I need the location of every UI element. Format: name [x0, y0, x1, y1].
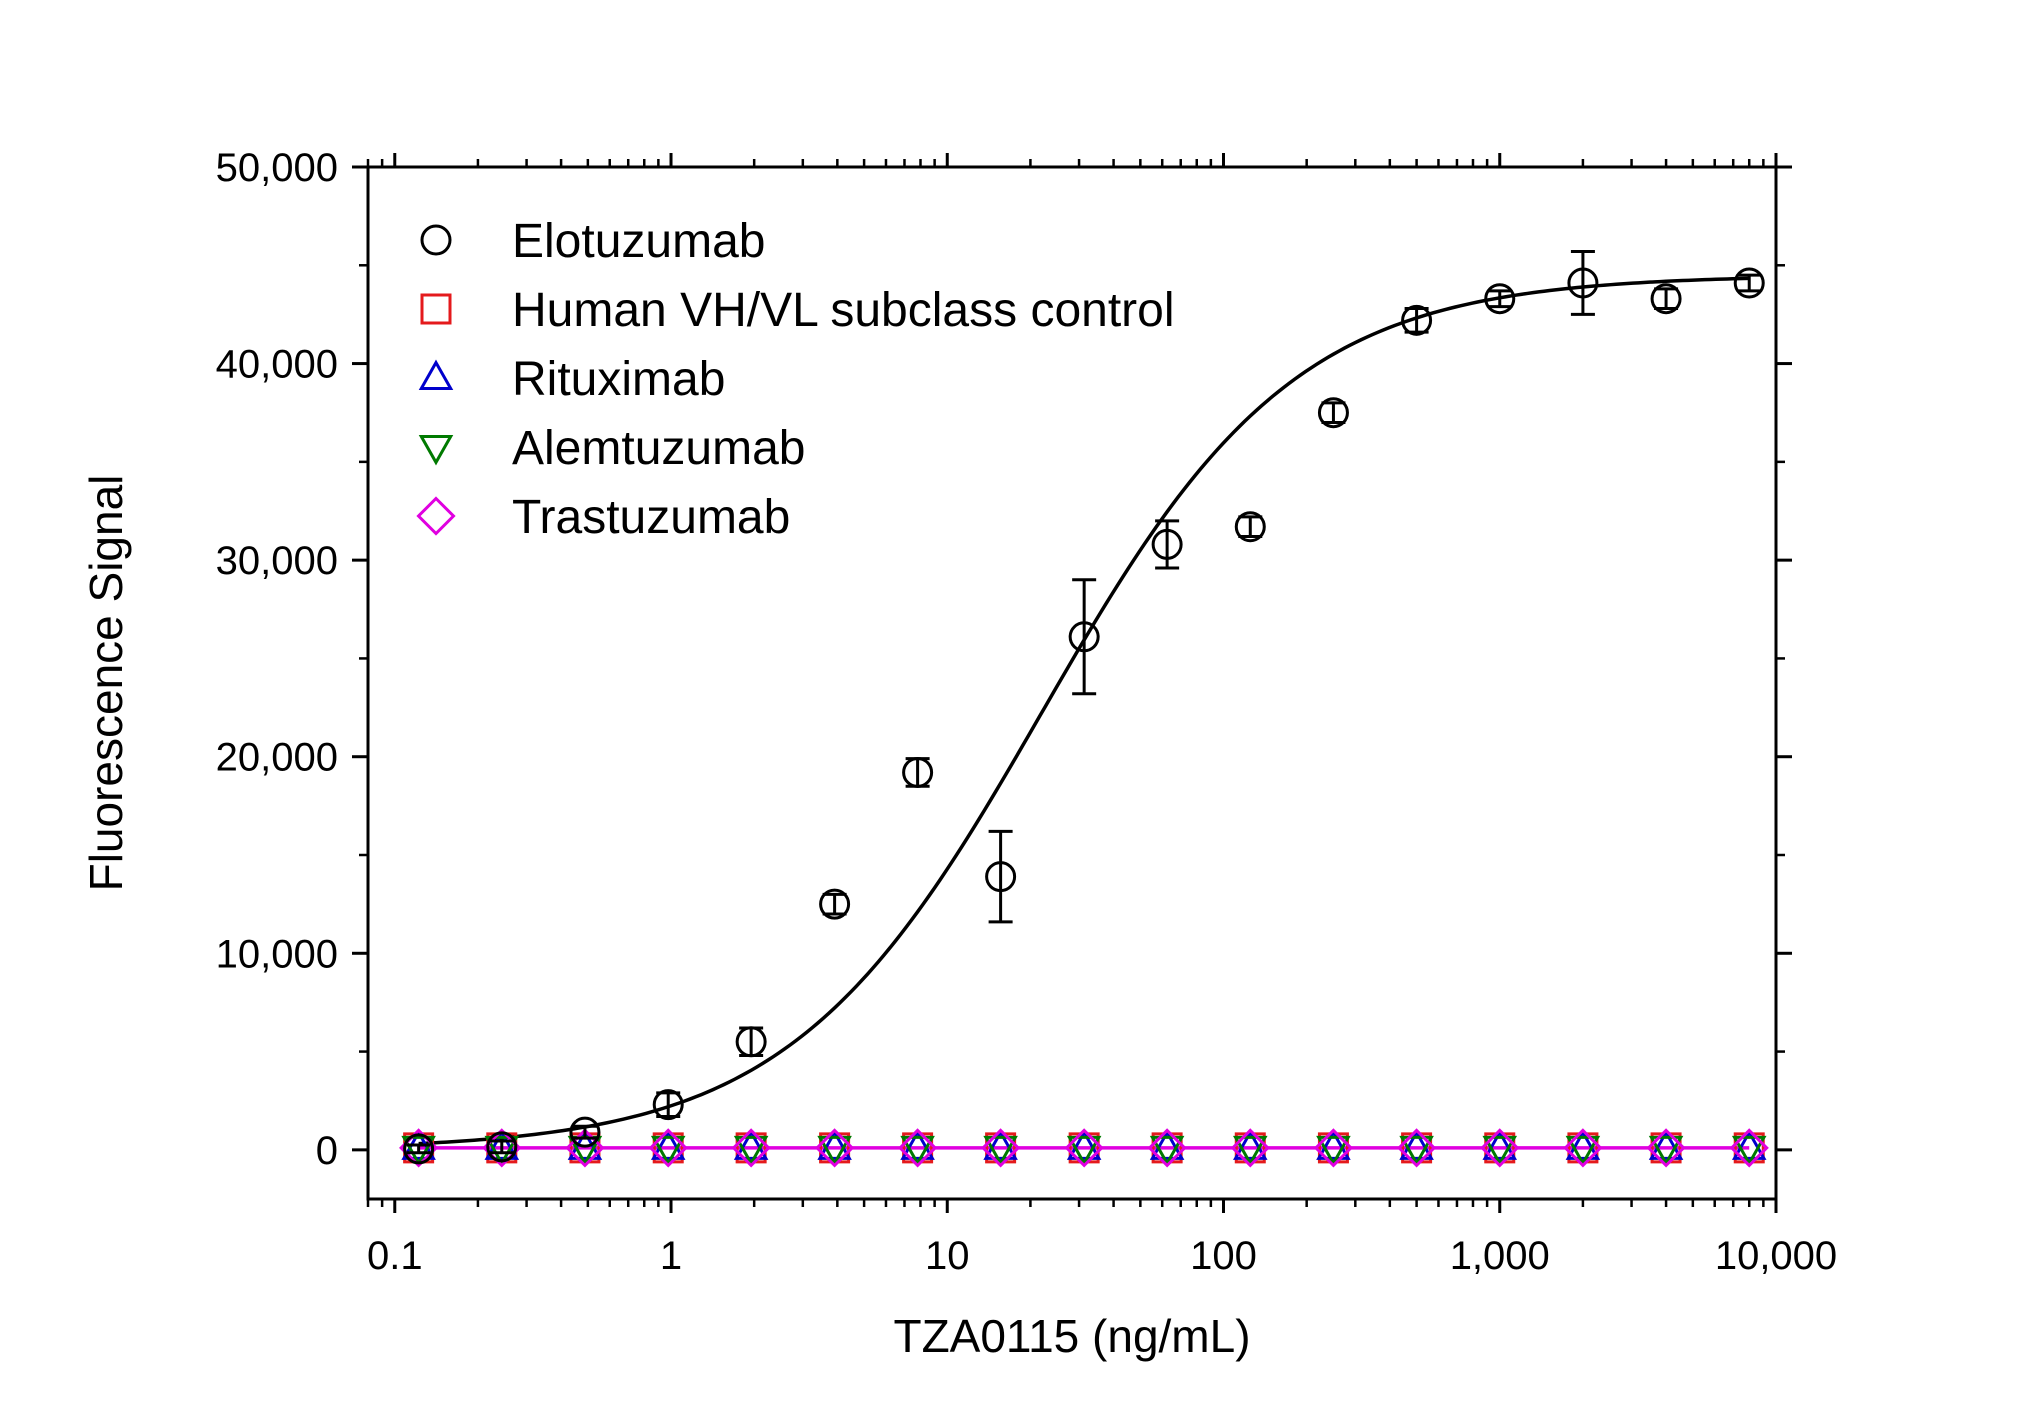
point-alemtuzumab [1316, 1135, 1351, 1167]
point-rituximab [1731, 1129, 1767, 1160]
point-elotuzumab [652, 1089, 684, 1121]
point-elotuzumab [819, 888, 851, 920]
point-alemtuzumab [1233, 1135, 1268, 1167]
legend-label-alemtuzumab: Alemtuzumab [512, 422, 805, 475]
point-rituximab [1149, 1129, 1185, 1160]
axis-ticks: 0.1 1 10 100 1,000 10,000 0 10,000 20,000 30,000 4… [216, 146, 1838, 1278]
point-trastuzumab [814, 1128, 855, 1168]
point-rituximab [1066, 1129, 1102, 1160]
legend-label-elotuzumab: Elotuzumab [512, 215, 765, 268]
point-elotuzumab [1317, 397, 1349, 429]
point-trastuzumab [1064, 1128, 1104, 1168]
point-elotuzumab [902, 756, 934, 788]
y-axis-title: Fluorescence Signal [80, 475, 132, 892]
point-rituximab [733, 1129, 769, 1160]
point-rituximab [1399, 1129, 1434, 1160]
point-alemtuzumab [1565, 1135, 1601, 1167]
point-alemtuzumab [900, 1135, 935, 1167]
point-trastuzumab [1313, 1128, 1354, 1168]
point-alemtuzumab [650, 1135, 686, 1167]
point-elotuzumab [1151, 528, 1183, 560]
point-rituximab [1233, 1129, 1268, 1160]
legend-marker-rituximab [418, 359, 454, 390]
legend-label-human-vh-vl-subclass-control: Human VH/VL subclass control [512, 284, 1175, 337]
point-trastuzumab [1563, 1128, 1603, 1168]
point-trastuzumab [1480, 1128, 1520, 1168]
point-alemtuzumab [1399, 1135, 1434, 1167]
x-tick-label: 10 [925, 1234, 970, 1278]
fit-curves [418, 276, 1750, 1150]
point-alemtuzumab [484, 1135, 520, 1167]
point-elotuzumab [985, 861, 1017, 893]
point-elotuzumab [1733, 267, 1765, 299]
x-tick-label: 10,000 [1715, 1234, 1837, 1278]
point-elotuzumab [1484, 283, 1516, 315]
fit-curve-elotuzumab [418, 276, 1750, 1146]
legend-marker-human-vh-vl-subclass-control [420, 293, 452, 325]
point-alemtuzumab [1066, 1135, 1102, 1167]
point-rituximab [1565, 1129, 1601, 1160]
point-rituximab [817, 1129, 852, 1160]
point-elotuzumab [1650, 283, 1682, 315]
point-trastuzumab [648, 1128, 688, 1168]
point-trastuzumab [897, 1128, 938, 1168]
legend-label-rituximab: Rituximab [512, 353, 725, 406]
x-tick-label: 1 [660, 1234, 682, 1278]
x-tick-label: 0.1 [367, 1234, 423, 1278]
point-elotuzumab [1234, 511, 1266, 543]
point-elotuzumab [1567, 267, 1599, 299]
legend-label-trastuzumab: Trastuzumab [512, 491, 790, 544]
point-elotuzumab [403, 1133, 435, 1165]
legend: Elotuzumab Human VH/VL subclass control Ri… [416, 215, 1175, 544]
y-tick-label: 30,000 [216, 539, 338, 583]
point-trastuzumab [1230, 1128, 1270, 1168]
point-alemtuzumab [733, 1135, 769, 1167]
point-alemtuzumab [983, 1135, 1018, 1167]
point-trastuzumab [1646, 1128, 1686, 1168]
point-alemtuzumab [1482, 1135, 1518, 1167]
y-tick-label: 50,000 [216, 146, 338, 190]
point-alemtuzumab [401, 1135, 436, 1167]
point-rituximab [1316, 1129, 1351, 1160]
data-markers [399, 250, 1769, 1168]
point-trastuzumab [1147, 1128, 1187, 1168]
y-tick-label: 0 [316, 1129, 338, 1173]
point-trastuzumab [1396, 1128, 1437, 1168]
point-trastuzumab [1729, 1128, 1769, 1168]
point-elotuzumab [735, 1026, 767, 1058]
point-alemtuzumab [1149, 1135, 1185, 1167]
point-alemtuzumab [817, 1135, 852, 1167]
legend-marker-trastuzumab [416, 496, 456, 536]
legend-marker-elotuzumab [420, 224, 452, 256]
plot-frame [366, 165, 1778, 1201]
point-rituximab [1482, 1129, 1518, 1160]
point-elotuzumab [569, 1116, 601, 1148]
x-tick-label: 1,000 [1450, 1234, 1550, 1278]
point-alemtuzumab [1648, 1135, 1684, 1167]
point-rituximab [484, 1129, 520, 1160]
point-rituximab [650, 1129, 686, 1160]
point-elotuzumab [1068, 621, 1100, 653]
y-tick-label: 20,000 [216, 736, 338, 780]
point-trastuzumab [980, 1128, 1021, 1168]
point-rituximab [983, 1129, 1018, 1160]
point-rituximab [1648, 1129, 1684, 1160]
point-elotuzumab [1401, 304, 1433, 336]
y-tick-label: 10,000 [216, 932, 338, 976]
point-rituximab [900, 1129, 935, 1160]
point-trastuzumab [731, 1128, 771, 1168]
x-axis-title: TZA0115 (ng/mL) [893, 1310, 1250, 1362]
point-elotuzumab [486, 1131, 518, 1163]
x-tick-label: 100 [1190, 1234, 1257, 1278]
point-alemtuzumab [1731, 1135, 1767, 1167]
y-tick-label: 40,000 [216, 343, 338, 387]
legend-marker-alemtuzumab [418, 435, 454, 466]
